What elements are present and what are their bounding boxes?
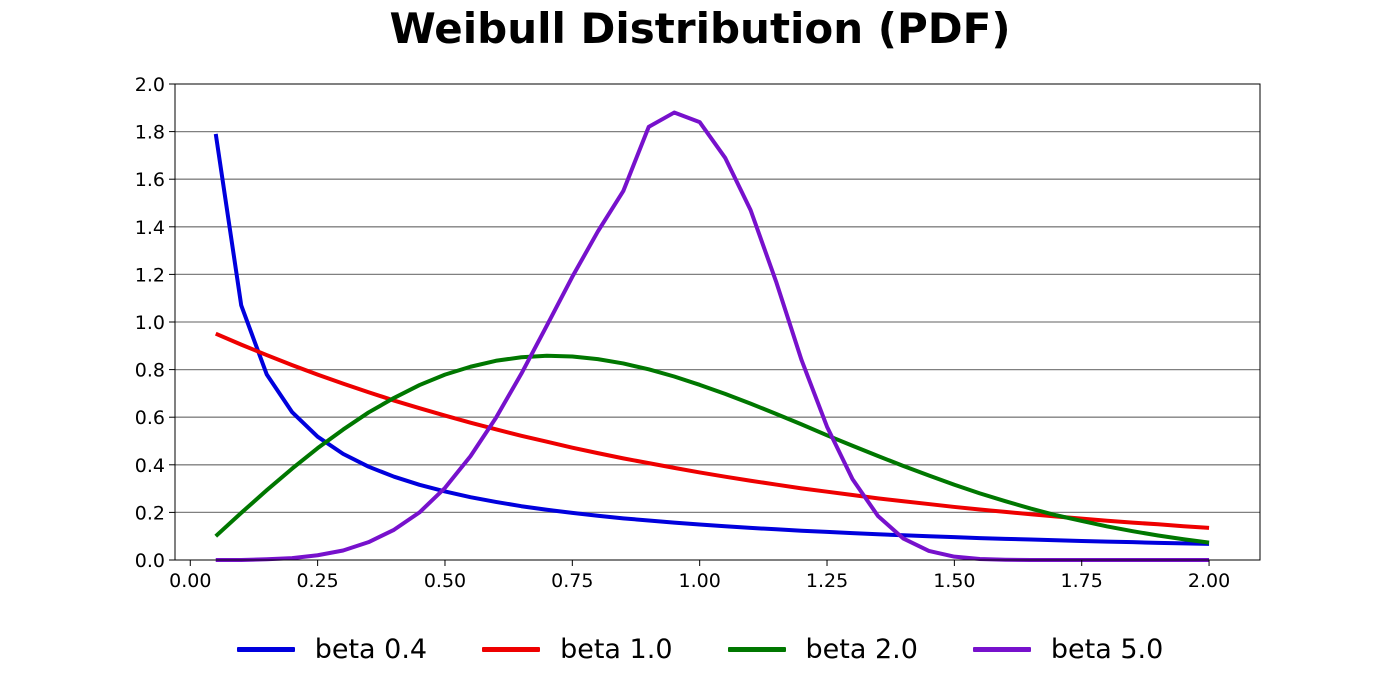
legend-item: beta 1.0 xyxy=(482,633,673,665)
legend-item: beta 0.4 xyxy=(236,633,428,665)
x-tick-label: 2.00 xyxy=(1188,570,1230,592)
y-tick-label: 0.8 xyxy=(135,360,165,382)
legend-swatch xyxy=(236,646,295,652)
y-tick-label: 1.8 xyxy=(135,122,165,144)
legend-swatch xyxy=(482,646,541,652)
y-axis: 0.0 0.2 0.4 0.6 0.8 1.0 1.2 1.4 1.6 1.8 2.0 xyxy=(135,74,175,572)
y-tick-label: 1.6 xyxy=(135,169,165,191)
legend-label: beta 2.0 xyxy=(805,633,918,665)
x-tick-label: 1.25 xyxy=(806,570,848,592)
y-tick-label: 1.2 xyxy=(135,264,165,286)
x-tick-label: 0.00 xyxy=(169,570,211,592)
legend-label: beta 5.0 xyxy=(1050,633,1164,665)
y-tick-label: 0.4 xyxy=(135,455,165,477)
legend: beta 0.4 beta 1.0 beta 2.0 beta 5.0 xyxy=(0,624,1400,674)
y-tick-label: 0.2 xyxy=(135,502,165,524)
x-tick-label: 0.75 xyxy=(551,570,593,592)
legend-swatch xyxy=(972,646,1031,652)
legend-swatch xyxy=(727,646,786,652)
x-tick-label: 1.00 xyxy=(679,570,721,592)
x-axis: 0.00 0.25 0.50 0.75 1.00 1.25 1.50 1.75 2.00 xyxy=(169,560,1230,592)
legend-label: beta 1.0 xyxy=(560,633,673,665)
grid-lines xyxy=(175,130,1260,514)
series-line-beta-0-4 xyxy=(213,133,1210,546)
legend-item: beta 2.0 xyxy=(727,633,918,665)
series-line-beta-1-0 xyxy=(214,331,1210,530)
y-tick-label: 0.6 xyxy=(135,407,165,429)
chart-title: Weibull Distribution (PDF) xyxy=(389,4,1011,53)
legend-item: beta 5.0 xyxy=(972,633,1164,665)
y-tick-label: 2.0 xyxy=(135,74,165,96)
x-tick-label: 0.50 xyxy=(424,570,466,592)
x-tick-label: 1.50 xyxy=(933,570,975,592)
legend-label: beta 0.4 xyxy=(314,633,428,665)
x-tick-label: 0.25 xyxy=(296,570,338,592)
y-tick-label: 1.0 xyxy=(135,312,165,334)
series-line-beta-2-0 xyxy=(214,353,1210,545)
y-tick-label: 1.4 xyxy=(135,217,165,239)
x-tick-label: 1.75 xyxy=(1061,570,1103,592)
series-lines xyxy=(213,110,1210,562)
y-tick-label: 0.0 xyxy=(135,550,165,572)
